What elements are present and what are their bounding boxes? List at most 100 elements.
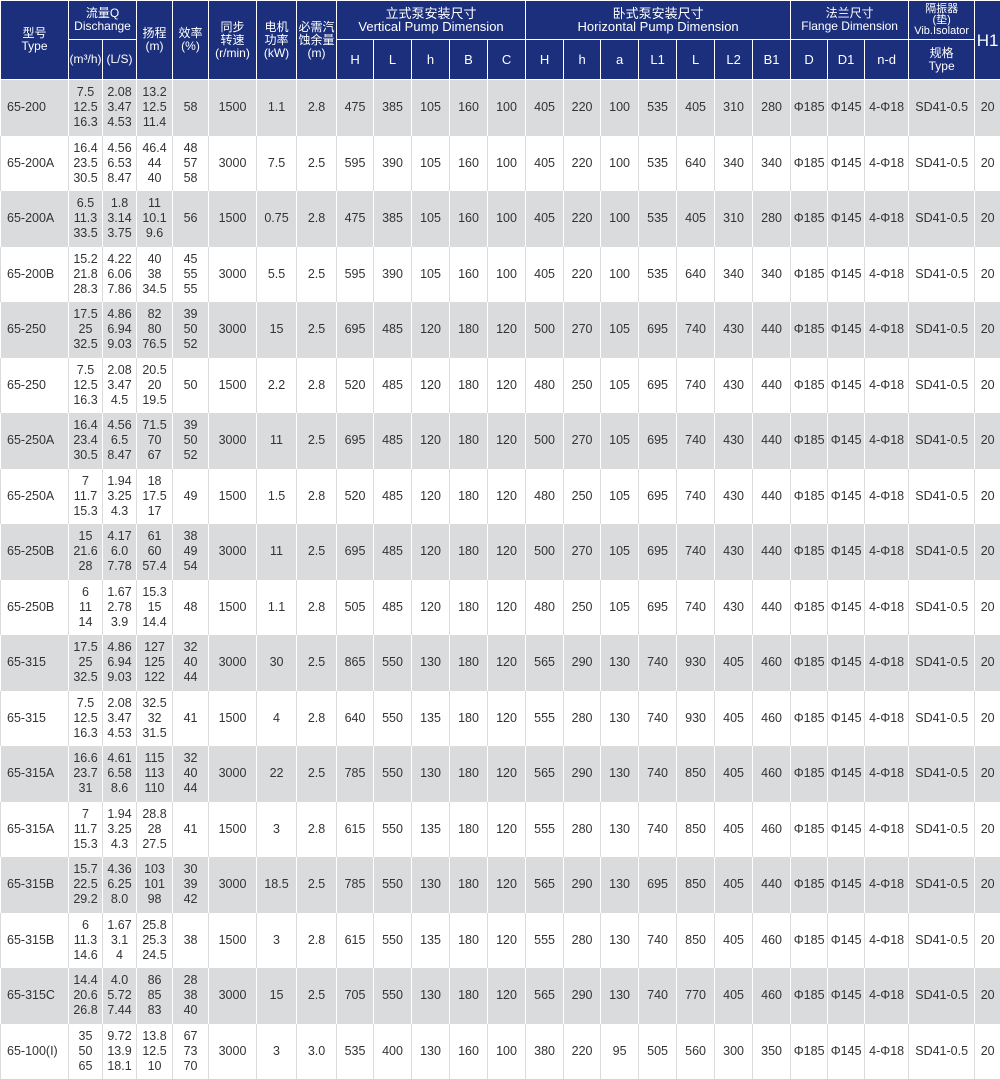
table-cell: 16.4 23.5 30.5 bbox=[69, 136, 103, 192]
table-cell: 120 bbox=[488, 802, 526, 858]
table-cell: Φ185 bbox=[791, 469, 828, 525]
table-cell: 41 bbox=[173, 802, 209, 858]
table-cell: 740 bbox=[639, 746, 677, 802]
table-cell: SD41-0.5 bbox=[909, 857, 975, 913]
model-type-cell: 65-315A bbox=[1, 746, 69, 802]
table-cell: 2.5 bbox=[297, 413, 337, 469]
table-cell: 640 bbox=[677, 247, 715, 303]
table-cell: 160 bbox=[450, 247, 488, 303]
table-cell: 3 bbox=[257, 913, 297, 969]
table-cell: 20 bbox=[975, 746, 1000, 802]
table-cell: 480 bbox=[526, 469, 564, 525]
table-cell: 180 bbox=[450, 524, 488, 580]
table-cell: 850 bbox=[677, 857, 715, 913]
table-cell: 22 bbox=[257, 746, 297, 802]
table-cell: 13.8 12.5 10 bbox=[137, 1024, 173, 1079]
header-horizontal-col: a bbox=[601, 40, 639, 80]
table-cell: 25.8 25.3 24.5 bbox=[137, 913, 173, 969]
table-cell: 180 bbox=[450, 469, 488, 525]
table-cell: 550 bbox=[374, 746, 412, 802]
table-cell: 105 bbox=[601, 302, 639, 358]
table-cell: 120 bbox=[488, 469, 526, 525]
table-cell: 7 11.7 15.3 bbox=[69, 802, 103, 858]
header-horizontal-col: H bbox=[526, 40, 564, 80]
table-cell: 100 bbox=[488, 80, 526, 136]
table-cell: SD41-0.5 bbox=[909, 968, 975, 1024]
table-cell: 39 50 52 bbox=[173, 302, 209, 358]
table-cell: SD41-0.5 bbox=[909, 358, 975, 414]
table-cell: 160 bbox=[450, 191, 488, 247]
table-cell: 15.2 21.8 28.3 bbox=[69, 247, 103, 303]
table-cell: 100 bbox=[488, 136, 526, 192]
table-cell: 430 bbox=[715, 413, 753, 469]
table-cell: 485 bbox=[374, 524, 412, 580]
table-cell: 740 bbox=[677, 358, 715, 414]
table-cell: 4.56 6.53 8.47 bbox=[103, 136, 137, 192]
table-cell: 535 bbox=[639, 191, 677, 247]
table-cell: 340 bbox=[715, 247, 753, 303]
table-cell: 740 bbox=[677, 413, 715, 469]
table-cell: 430 bbox=[715, 469, 753, 525]
table-cell: 7.5 12.5 16.3 bbox=[69, 80, 103, 136]
table-cell: Φ145 bbox=[828, 857, 865, 913]
table-cell: 32 40 44 bbox=[173, 635, 209, 691]
table-cell: 440 bbox=[753, 580, 791, 636]
header-horizontal-col: L2 bbox=[715, 40, 753, 80]
table-cell: 405 bbox=[715, 802, 753, 858]
table-cell: 4.56 6.5 8.47 bbox=[103, 413, 137, 469]
table-cell: 385 bbox=[374, 191, 412, 247]
table-cell: 2.8 bbox=[297, 80, 337, 136]
table-cell: 180 bbox=[450, 968, 488, 1024]
model-type-cell: 65-315 bbox=[1, 691, 69, 747]
model-type-cell: 65-200A bbox=[1, 136, 69, 192]
table-cell: 430 bbox=[715, 358, 753, 414]
table-cell: 18 17.5 17 bbox=[137, 469, 173, 525]
table-cell: 50 bbox=[173, 358, 209, 414]
table-cell: 220 bbox=[564, 80, 601, 136]
table-cell: Φ145 bbox=[828, 802, 865, 858]
table-cell: 30 bbox=[257, 635, 297, 691]
table-cell: Φ145 bbox=[828, 913, 865, 969]
table-cell: 460 bbox=[753, 913, 791, 969]
model-type-cell: 65-250 bbox=[1, 358, 69, 414]
header-flange-col: D bbox=[791, 40, 828, 80]
header-vertical-dimension: 立式泵安装尺寸 Vertical Pump Dimension bbox=[337, 1, 526, 40]
table-cell: 850 bbox=[677, 746, 715, 802]
table-cell: 120 bbox=[412, 469, 450, 525]
table-cell: 2.5 bbox=[297, 857, 337, 913]
table-cell: 405 bbox=[677, 191, 715, 247]
table-cell: 500 bbox=[526, 302, 564, 358]
table-cell: 405 bbox=[526, 247, 564, 303]
table-cell: 4.86 6.94 9.03 bbox=[103, 302, 137, 358]
table-cell: 3000 bbox=[209, 413, 257, 469]
table-cell: 740 bbox=[639, 802, 677, 858]
table-cell: 20 bbox=[975, 1024, 1000, 1079]
table-cell: 20 bbox=[975, 413, 1000, 469]
table-cell: 20.5 20 19.5 bbox=[137, 358, 173, 414]
table-cell: 405 bbox=[715, 746, 753, 802]
table-cell: 290 bbox=[564, 746, 601, 802]
table-cell: 740 bbox=[677, 302, 715, 358]
table-cell: 135 bbox=[412, 913, 450, 969]
table-cell: 15.7 22.5 29.2 bbox=[69, 857, 103, 913]
table-cell: 2.5 bbox=[297, 968, 337, 1024]
table-cell: 130 bbox=[412, 968, 450, 1024]
table-cell: 695 bbox=[639, 580, 677, 636]
table-cell: 120 bbox=[488, 857, 526, 913]
table-cell: 615 bbox=[337, 913, 374, 969]
table-cell: 350 bbox=[753, 1024, 791, 1079]
table-cell: 1.1 bbox=[257, 580, 297, 636]
table-cell: 17.5 25 32.5 bbox=[69, 302, 103, 358]
model-type-cell: 65-315 bbox=[1, 635, 69, 691]
model-type-cell: 65-315B bbox=[1, 913, 69, 969]
header-horizontal-col: h bbox=[564, 40, 601, 80]
table-cell: 310 bbox=[715, 191, 753, 247]
table-cell: 740 bbox=[677, 469, 715, 525]
table-cell: 41 bbox=[173, 691, 209, 747]
model-type-cell: 65-250A bbox=[1, 413, 69, 469]
table-cell: 555 bbox=[526, 691, 564, 747]
table-cell: 120 bbox=[412, 413, 450, 469]
table-cell: 14.4 20.6 26.8 bbox=[69, 968, 103, 1024]
